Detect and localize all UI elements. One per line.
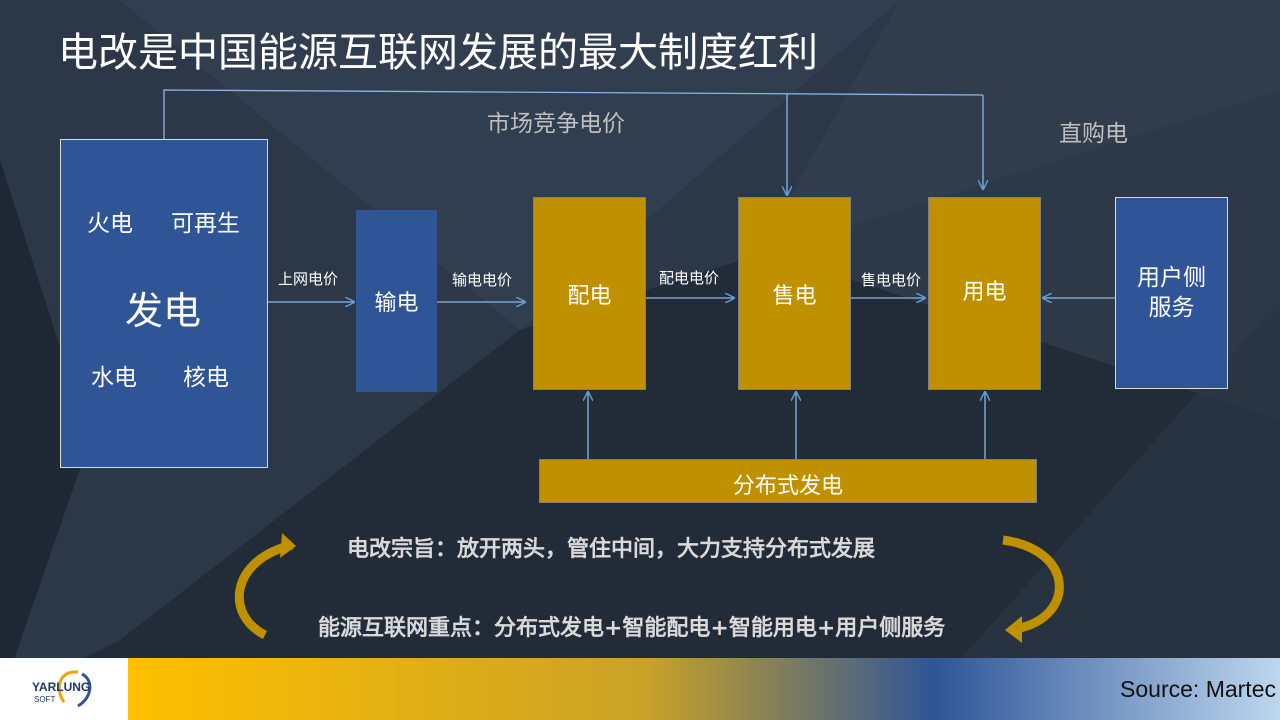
logo-subtext: SOFT bbox=[34, 695, 56, 704]
generation-hydro: 水电 bbox=[91, 365, 137, 391]
slide-title: 电改是中国能源互联网发展的最大制度红利 bbox=[58, 30, 818, 76]
company-logo: YARLUNG SOFT bbox=[20, 666, 120, 712]
logo-swoosh-icon bbox=[57, 670, 92, 708]
transmission-box: 输电 bbox=[356, 210, 437, 392]
distributed-generation-box: 分布式发电 bbox=[539, 459, 1037, 503]
distributed-generation-label: 分布式发电 bbox=[732, 474, 843, 499]
reform-principle-note: 电改宗旨：放开两头，管住中间，大力支持分布式发展 bbox=[347, 537, 876, 562]
edge-label-market-price: 市场竞争电价 bbox=[487, 111, 625, 137]
edge-label-direct-purchase: 直购电 bbox=[1059, 121, 1128, 147]
consumption-label: 用电 bbox=[962, 279, 1007, 305]
edge-label-retail-price: 售电电价 bbox=[861, 271, 922, 289]
edge-label-transmission-price: 输电电价 bbox=[452, 271, 513, 289]
retail-box: 售电 bbox=[738, 197, 851, 390]
edge-label-grid-price: 上网电价 bbox=[278, 270, 339, 288]
generation-main: 发电 bbox=[125, 289, 202, 333]
distribution-label: 配电 bbox=[567, 283, 612, 309]
transmission-label: 输电 bbox=[374, 291, 419, 316]
generation-thermal: 火电 bbox=[87, 211, 133, 237]
consumption-box: 用电 bbox=[928, 197, 1041, 390]
generation-renewable: 可再生 bbox=[171, 211, 240, 237]
retail-label: 售电 bbox=[772, 283, 817, 309]
source-credit: Source: Martec bbox=[1120, 676, 1276, 702]
generation-nuclear: 核电 bbox=[183, 365, 229, 391]
user-services-box: 用户侧服务 bbox=[1115, 197, 1228, 389]
energy-internet-focus-note: 能源互联网重点：分布式发电+智能配电+智能用电+用户侧服务 bbox=[318, 616, 946, 641]
generation-box: 火电 可再生 发电 水电 核电 bbox=[60, 139, 268, 468]
distribution-box: 配电 bbox=[533, 197, 646, 390]
edge-label-distribution-price: 配电电价 bbox=[659, 269, 720, 287]
user-services-label: 用户侧服务 bbox=[1137, 265, 1206, 321]
logo-text: YARLUNG bbox=[32, 680, 91, 694]
